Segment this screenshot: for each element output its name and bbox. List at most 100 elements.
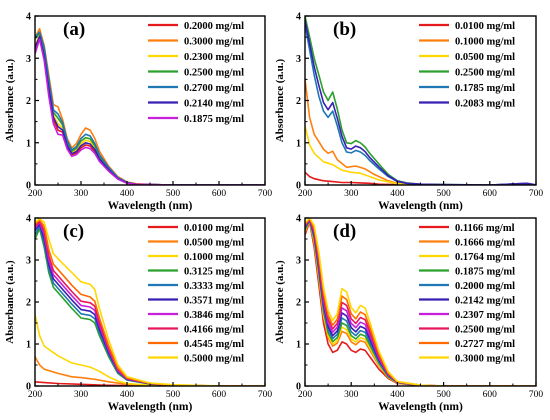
y-axis-label: Absorbance (a.u.)	[274, 58, 286, 142]
legend-label: 0.3000 mg/ml	[455, 353, 515, 364]
series-group	[305, 218, 536, 386]
x-tick-label: 300	[74, 390, 89, 400]
x-tick-label: 400	[120, 189, 135, 199]
legend-label: 0.2300 mg/ml	[184, 52, 244, 63]
panel-0: 200 300 400 500 600 700 0 1 2 3 4 Wavelength (nm) Ab…	[4, 12, 272, 213]
legend-label: 0.2307 mg/ml	[455, 310, 515, 321]
legend-label: 0.3846 mg/ml	[184, 310, 244, 321]
legend-label: 0.1666 mg/ml	[455, 237, 515, 248]
x-tick-label: 700	[529, 390, 544, 400]
legend-label: 0.3125 mg/ml	[184, 266, 244, 277]
y-tick-label: 0	[296, 382, 301, 393]
x-axis-label: Wavelength (nm)	[378, 200, 463, 212]
legend-label: 0.3571 mg/ml	[184, 295, 244, 306]
x-tick-label: 600	[212, 390, 227, 400]
y-tick-label: 4	[296, 12, 301, 23]
x-tick-label: 600	[212, 189, 227, 199]
panel-label: (b)	[333, 19, 356, 40]
panel-label: (a)	[63, 19, 85, 40]
legend-label: 0.3333 mg/ml	[184, 281, 244, 292]
y-tick-label: 3	[296, 256, 301, 267]
y-axis-label: Absorbance (a.u.)	[4, 260, 16, 344]
panel-label: (d)	[333, 221, 356, 242]
series-line-9	[35, 218, 265, 386]
x-tick-label: 700	[258, 189, 273, 199]
series-line-1	[305, 79, 536, 185]
x-tick-label: 400	[390, 189, 405, 199]
legend: 0.2000 mg/ml 0.3000 mg/ml 0.2300 mg/ml 0.25…	[148, 21, 244, 125]
x-tick-label: 200	[28, 390, 43, 400]
panel-1: 200 300 400 500 600 700 0 1 2 3 4 Wavelength (nm) Ab…	[274, 12, 543, 213]
series-group	[35, 27, 265, 185]
x-tick-label: 400	[390, 390, 405, 400]
x-tick-label: 300	[344, 390, 359, 400]
y-axis-label: Absorbance (a.u.)	[4, 58, 16, 142]
series-line-5	[305, 20, 536, 185]
legend-label: 0.1166 mg/ml	[455, 223, 515, 234]
legend-label: 0.1875 mg/ml	[184, 114, 244, 125]
legend-label: 0.0100 mg/ml	[184, 223, 244, 234]
x-tick-label: 500	[166, 189, 181, 199]
y-tick-label: 1	[296, 138, 301, 149]
y-tick-label: 0	[26, 181, 31, 192]
x-tick-label: 200	[298, 390, 313, 400]
legend-label: 0.5000 mg/ml	[184, 353, 244, 364]
y-tick-label: 4	[26, 12, 31, 23]
x-tick-label: 500	[436, 189, 451, 199]
x-tick-label: 300	[74, 189, 89, 199]
x-axis-label: Wavelength (nm)	[108, 401, 193, 413]
x-tick-label: 200	[28, 189, 43, 199]
legend: 0.1166 mg/ml 0.1666 mg/ml 0.1764 mg/ml 0.18…	[419, 223, 515, 364]
legend-label: 0.2083 mg/ml	[455, 98, 515, 109]
legend-label: 0.2000 mg/ml	[184, 21, 244, 32]
legend-label: 0.1000 mg/ml	[184, 252, 244, 263]
legend-label: 0.2727 mg/ml	[455, 339, 515, 350]
panel-2: 200 300 400 500 600 700 0 1 2 3 4 Wavelength (nm) Ab…	[4, 214, 272, 414]
x-axis-label: Wavelength (nm)	[108, 200, 193, 212]
y-tick-label: 0	[26, 382, 31, 393]
y-tick-label: 3	[26, 256, 31, 267]
series-line-0	[305, 171, 536, 185]
x-tick-label: 600	[483, 189, 498, 199]
legend-label: 0.3000 mg/ml	[184, 36, 244, 47]
x-tick-label: 200	[298, 189, 313, 199]
legend: 0.0100 mg/ml 0.0500 mg/ml 0.1000 mg/ml 0.31…	[148, 223, 244, 364]
legend-label: 0.2500 mg/ml	[184, 67, 244, 78]
x-tick-label: 700	[529, 189, 544, 199]
x-axis-label: Wavelength (nm)	[378, 401, 463, 413]
series-line-9	[305, 218, 536, 386]
y-tick-label: 4	[296, 214, 301, 225]
y-tick-label: 2	[296, 298, 301, 309]
x-tick-label: 500	[436, 390, 451, 400]
legend-label: 0.0500 mg/ml	[455, 52, 515, 63]
x-tick-label: 500	[166, 390, 181, 400]
y-axis-label: Absorbance (a.u.)	[274, 260, 286, 344]
panel-3: 200 300 400 500 600 700 0 1 2 3 4 Wavelength (nm) Ab…	[274, 214, 543, 414]
y-tick-label: 2	[296, 96, 301, 107]
y-tick-label: 0	[296, 181, 301, 192]
legend-label: 0.1785 mg/ml	[455, 83, 515, 94]
y-tick-label: 3	[296, 54, 301, 65]
legend-label: 0.2700 mg/ml	[184, 83, 244, 94]
legend-label: 0.1875 mg/ml	[455, 266, 515, 277]
legend-label: 0.0500 mg/ml	[184, 237, 244, 248]
series-line-2	[35, 314, 265, 386]
legend-label: 0.4545 mg/ml	[184, 339, 244, 350]
legend-label: 0.1000 mg/ml	[455, 36, 515, 47]
legend-label: 0.2142 mg/ml	[455, 295, 515, 306]
legend-label: 0.0100 mg/ml	[455, 21, 515, 32]
x-tick-label: 700	[258, 390, 273, 400]
legend: 0.0100 mg/ml 0.1000 mg/ml 0.0500 mg/ml 0.25…	[419, 21, 515, 109]
series-line-2	[305, 125, 536, 185]
x-tick-label: 600	[483, 390, 498, 400]
y-tick-label: 1	[26, 138, 31, 149]
y-tick-label: 4	[26, 214, 31, 225]
legend-label: 0.2140 mg/ml	[184, 98, 244, 109]
y-tick-label: 1	[296, 340, 301, 351]
panel-label: (c)	[63, 221, 84, 242]
y-tick-label: 2	[26, 298, 31, 309]
x-tick-label: 400	[120, 390, 135, 400]
x-tick-label: 300	[344, 189, 359, 199]
legend-label: 0.2500 mg/ml	[455, 67, 515, 78]
